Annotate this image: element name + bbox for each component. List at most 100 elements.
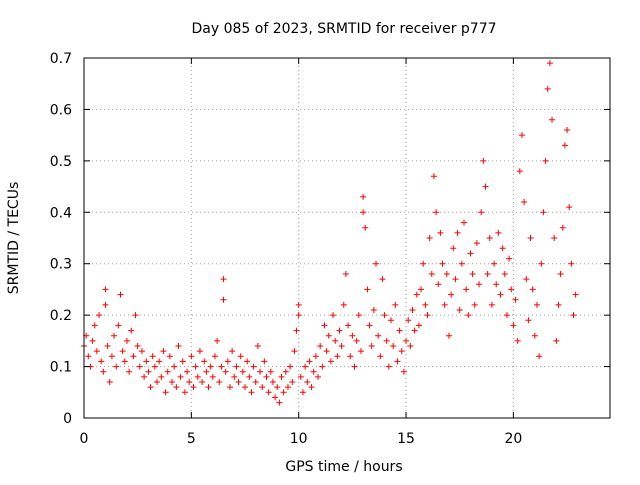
data-point	[491, 260, 498, 267]
data-point	[96, 312, 103, 319]
data-point	[456, 307, 463, 313]
data-point	[153, 379, 160, 385]
data-point	[347, 353, 354, 360]
points-layer	[81, 60, 579, 406]
data-point	[564, 127, 571, 133]
data-point	[529, 286, 536, 293]
data-point	[403, 337, 410, 344]
y-tick-label: 0	[63, 411, 72, 427]
data-point	[177, 373, 184, 380]
data-point	[308, 384, 315, 391]
data-point	[196, 348, 203, 355]
data-point	[461, 219, 468, 226]
data-point	[319, 363, 326, 370]
data-point	[424, 312, 431, 319]
y-tick-label: 0.2	[50, 308, 72, 324]
x-tick-label: 20	[504, 431, 522, 447]
data-point	[93, 348, 100, 355]
data-point	[220, 276, 227, 283]
data-point	[383, 337, 390, 344]
data-point	[508, 286, 515, 293]
data-point	[274, 384, 281, 391]
data-point	[128, 327, 135, 334]
data-point	[345, 322, 352, 329]
data-point	[435, 281, 442, 288]
data-point	[482, 183, 489, 190]
data-point	[323, 348, 330, 355]
data-point	[224, 358, 231, 365]
data-point	[293, 327, 300, 334]
data-point	[229, 348, 236, 355]
data-point	[143, 358, 150, 365]
data-point	[85, 353, 92, 360]
data-point	[439, 260, 446, 267]
data-point	[117, 291, 124, 298]
data-point	[91, 322, 98, 329]
data-point	[531, 332, 538, 339]
data-point	[503, 312, 510, 319]
data-point	[379, 276, 386, 283]
data-point	[321, 322, 328, 329]
data-point	[372, 260, 379, 267]
data-point	[289, 379, 296, 385]
data-point	[263, 373, 270, 380]
x-tick-label: 0	[80, 431, 89, 447]
data-point	[488, 301, 495, 308]
data-point	[254, 343, 261, 349]
data-point	[478, 209, 485, 216]
data-point	[295, 301, 302, 308]
data-point	[89, 337, 96, 344]
data-point	[422, 301, 429, 308]
data-point	[465, 312, 472, 319]
data-point	[231, 373, 238, 380]
data-point	[357, 348, 364, 355]
data-point	[250, 363, 257, 370]
data-point	[398, 348, 405, 355]
data-point	[407, 343, 414, 349]
data-point	[119, 348, 126, 355]
data-point	[336, 327, 343, 334]
data-point	[534, 301, 541, 308]
data-point	[138, 348, 145, 355]
data-point	[216, 379, 223, 385]
data-point	[108, 353, 115, 360]
data-point	[205, 384, 212, 391]
data-point	[542, 157, 549, 164]
data-point	[315, 373, 322, 380]
data-point	[428, 271, 435, 277]
data-point	[211, 353, 218, 360]
data-point	[246, 373, 253, 380]
y-tick-label: 0.3	[50, 257, 72, 273]
data-point	[115, 322, 122, 329]
data-point	[261, 358, 268, 365]
data-point	[171, 363, 178, 370]
data-point	[549, 116, 556, 123]
data-point	[334, 353, 341, 360]
data-point	[566, 204, 573, 211]
data-point	[100, 368, 107, 375]
data-point	[278, 373, 285, 380]
chart-title: Day 085 of 2023, SRMTID for receiver p77…	[191, 21, 496, 37]
data-point	[192, 363, 199, 370]
data-point	[454, 229, 461, 236]
data-point	[340, 301, 347, 308]
data-point	[141, 373, 148, 380]
data-point	[123, 337, 130, 344]
data-point	[518, 132, 525, 139]
data-point	[175, 343, 182, 349]
data-point	[351, 363, 358, 370]
data-point	[164, 368, 171, 375]
data-point	[390, 343, 397, 349]
data-point	[536, 353, 543, 360]
data-point	[561, 142, 568, 149]
data-point	[121, 358, 128, 365]
data-point	[486, 235, 493, 241]
data-point	[330, 312, 337, 319]
data-point	[501, 271, 508, 277]
data-point	[469, 271, 476, 277]
data-point	[207, 363, 214, 370]
data-point	[396, 327, 403, 334]
data-point	[364, 286, 371, 293]
data-point	[555, 301, 562, 308]
